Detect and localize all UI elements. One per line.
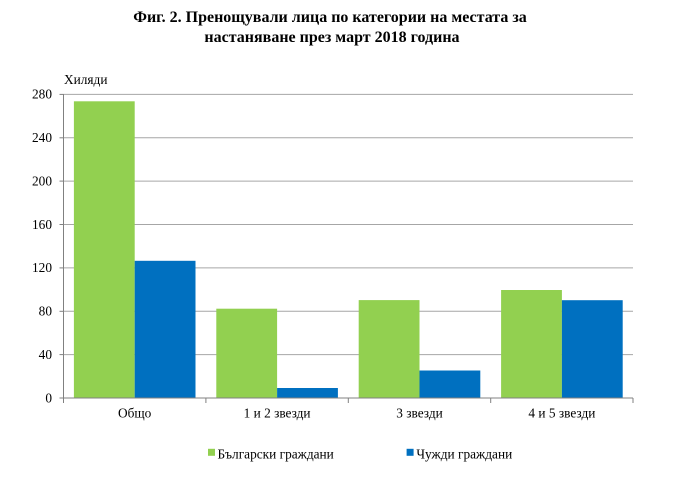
svg-text:Чужди граждани: Чужди граждани xyxy=(416,446,512,461)
svg-text:Фиг. 2. Пренощували лица по ка: Фиг. 2. Пренощували лица по категории на… xyxy=(133,9,527,26)
svg-text:3 звезди: 3 звезди xyxy=(396,406,443,421)
svg-text:200: 200 xyxy=(32,173,52,188)
svg-text:4 и 5 звезди: 4 и 5 звезди xyxy=(528,406,595,421)
svg-text:40: 40 xyxy=(39,347,53,362)
svg-text:160: 160 xyxy=(32,217,52,232)
svg-text:0: 0 xyxy=(45,390,52,405)
svg-text:280: 280 xyxy=(32,87,52,102)
svg-text:1 и 2 звезди: 1 и 2 звезди xyxy=(244,406,311,421)
svg-text:80: 80 xyxy=(39,304,53,319)
svg-text:Общо: Общо xyxy=(118,406,152,421)
svg-text:Хиляди: Хиляди xyxy=(64,72,107,87)
svg-text:120: 120 xyxy=(32,260,52,275)
svg-text:Български граждани: Български граждани xyxy=(218,446,334,461)
svg-text:настаняване през март 2018 год: настаняване през март 2018 година xyxy=(204,29,459,46)
svg-text:240: 240 xyxy=(32,130,52,145)
